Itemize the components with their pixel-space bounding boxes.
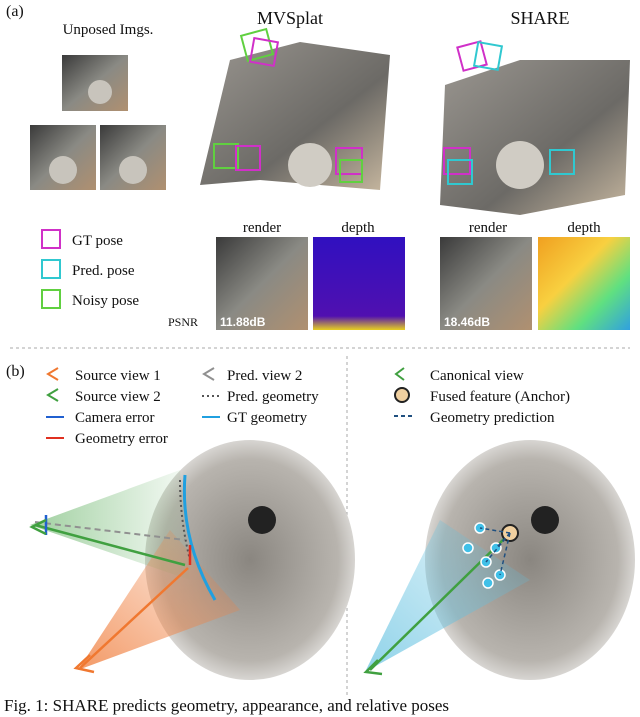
rabbit-eye xyxy=(531,506,559,534)
feature-points xyxy=(462,522,506,589)
legend-label: Noisy pose xyxy=(72,293,139,309)
legend-label: Pred. view 2 xyxy=(227,368,302,384)
view-label: depth xyxy=(567,220,601,236)
legend-label: Geometry prediction xyxy=(430,410,555,426)
render-image xyxy=(440,237,532,330)
legend-icons xyxy=(394,367,412,417)
psnr-value: 11.88dB xyxy=(220,315,266,329)
ray xyxy=(34,521,186,541)
render-image xyxy=(216,237,308,330)
legend-label: Camera error xyxy=(75,410,155,426)
camera xyxy=(29,518,47,536)
camera xyxy=(73,654,95,674)
view-label: render xyxy=(243,220,281,236)
pose-frames xyxy=(213,27,363,183)
input-title: Unposed Imgs. xyxy=(63,22,154,38)
reconstruction xyxy=(440,60,630,215)
view-label: depth xyxy=(341,220,375,236)
legend-label: Source view 2 xyxy=(75,389,161,405)
lens xyxy=(288,143,332,187)
method-title: MVSplat xyxy=(257,8,323,28)
view-cone xyxy=(30,470,190,580)
depth-image xyxy=(538,237,630,330)
legend-label: Source view 1 xyxy=(75,368,161,384)
pose-frames xyxy=(443,40,575,185)
psnr-label: PSNR xyxy=(168,315,198,329)
lens xyxy=(119,156,147,184)
ray xyxy=(34,523,186,567)
reconstruction xyxy=(200,42,390,190)
lens xyxy=(88,80,112,104)
gt-geometry xyxy=(182,474,217,601)
lens xyxy=(49,156,77,184)
legend-label: Geometry error xyxy=(75,431,168,447)
legend-label: GT geometry xyxy=(227,410,308,426)
legend-label: Pred. pose xyxy=(72,263,135,279)
legend-label: GT pose xyxy=(72,233,123,249)
depth-image xyxy=(313,237,405,330)
legend-label: Canonical view xyxy=(430,368,524,384)
lens xyxy=(496,141,544,189)
method-title: SHARE xyxy=(510,8,569,28)
psnr-value: 18.46dB xyxy=(444,315,490,329)
view-label: render xyxy=(469,220,507,236)
rabbit-image xyxy=(425,440,635,680)
legend-label: Fused feature (Anchor) xyxy=(430,389,570,405)
rabbit-eye xyxy=(248,506,276,534)
camera xyxy=(363,659,383,676)
panel-label: (b) xyxy=(6,363,25,380)
panel-label: (a) xyxy=(6,3,24,20)
legend-label: Pred. geometry xyxy=(227,389,319,405)
caption: Fig. 1: SHARE predicts geometry, appeara… xyxy=(4,696,449,715)
geometry-prediction xyxy=(479,527,511,576)
legend-icons xyxy=(41,229,61,309)
ray xyxy=(79,567,189,669)
legend-icons xyxy=(46,367,220,439)
pred-geometry xyxy=(179,479,191,561)
